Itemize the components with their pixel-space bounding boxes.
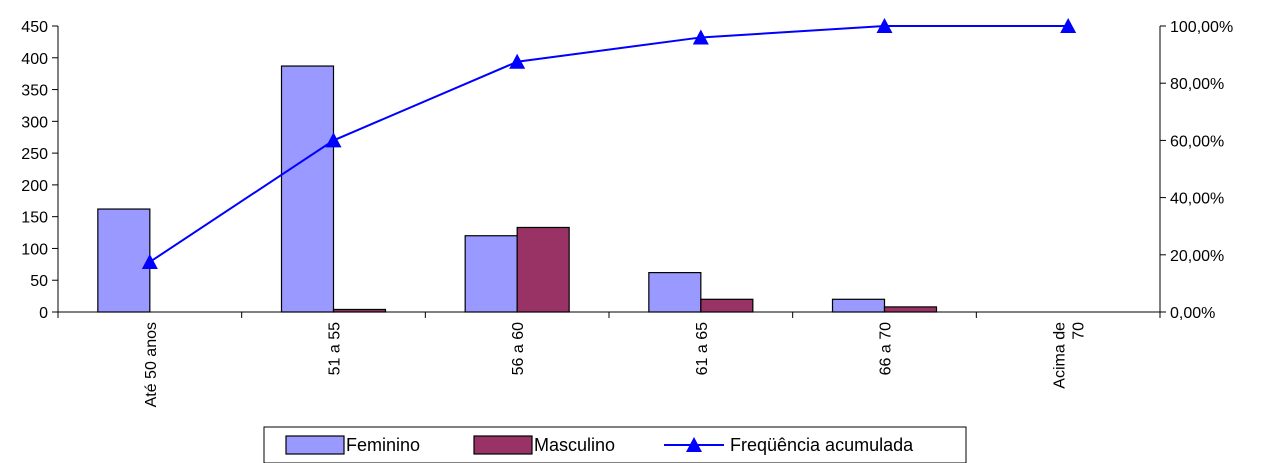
bar-feminino bbox=[280, 65, 335, 313]
y-left-tick-label: 150 bbox=[21, 210, 48, 227]
y-left-tick-label: 400 bbox=[21, 51, 48, 68]
axis-labels: 0 50 100 150 200 250 300 350 400 450 0,00% 20,00% 40… bbox=[21, 19, 1233, 407]
y-right-tick-label: 80,00% bbox=[1170, 76, 1224, 93]
legend-box bbox=[263, 426, 967, 463]
cumulative-point bbox=[509, 53, 526, 69]
cumulative-line bbox=[141, 18, 1077, 269]
bar-feminino bbox=[464, 235, 518, 313]
legend-swatch-marker bbox=[686, 437, 702, 452]
bar-feminino bbox=[831, 298, 886, 313]
bar-feminino bbox=[648, 271, 702, 313]
bar-masculino bbox=[332, 308, 387, 313]
bars bbox=[97, 65, 938, 313]
x-tick-label: Acima de 70 bbox=[1052, 322, 1088, 389]
y-right-tick-label: 0,00% bbox=[1170, 305, 1215, 322]
legend-label-feminino: Feminino bbox=[346, 435, 420, 455]
cumulative-point bbox=[141, 253, 158, 269]
x-tick-label: 66 a 70 bbox=[878, 322, 895, 375]
y-left-tick-label: 450 bbox=[21, 19, 48, 36]
cumulative-point bbox=[325, 132, 342, 148]
bar-masculino bbox=[883, 306, 938, 313]
legend-swatch-feminino bbox=[285, 435, 345, 455]
bar-masculino bbox=[516, 226, 570, 313]
y-right-tick-label: 60,00% bbox=[1170, 133, 1224, 150]
x-tick-label: Até 50 anos bbox=[143, 322, 160, 407]
y-left-tick-label: 100 bbox=[21, 241, 48, 258]
legend-label-frequencia: Freqüência acumulada bbox=[730, 435, 914, 455]
cumulative-line-path bbox=[149, 25, 1069, 263]
y-right-tick-label: 100,00% bbox=[1170, 19, 1233, 36]
y-right-tick-label: 20,00% bbox=[1170, 248, 1224, 265]
legend: Feminino Masculino Freqüência acumulada bbox=[263, 426, 967, 463]
cumulative-point bbox=[876, 18, 893, 33]
x-tick-label: 51 a 55 bbox=[327, 322, 344, 375]
x-tick-label: 61 a 65 bbox=[694, 322, 711, 375]
y-left-tick-label: 50 bbox=[30, 273, 48, 290]
y-left-tick-label: 350 bbox=[21, 83, 48, 100]
x-tick-label: 56 a 60 bbox=[510, 322, 527, 375]
y-right-tick-label: 40,00% bbox=[1170, 191, 1224, 208]
legend-swatch-masculino bbox=[473, 435, 533, 455]
y-left-tick-label: 200 bbox=[21, 178, 48, 195]
cumulative-point bbox=[692, 29, 709, 45]
legend-label-masculino: Masculino bbox=[534, 435, 615, 455]
y-left-tick-label: 300 bbox=[21, 114, 48, 131]
y-left-tick-label: 250 bbox=[21, 146, 48, 163]
bar-feminino bbox=[97, 208, 151, 313]
y-left-tick-label: 0 bbox=[39, 305, 48, 322]
cumulative-point bbox=[1060, 18, 1077, 33]
bar-masculino bbox=[700, 298, 754, 313]
axes bbox=[52, 25, 1166, 318]
